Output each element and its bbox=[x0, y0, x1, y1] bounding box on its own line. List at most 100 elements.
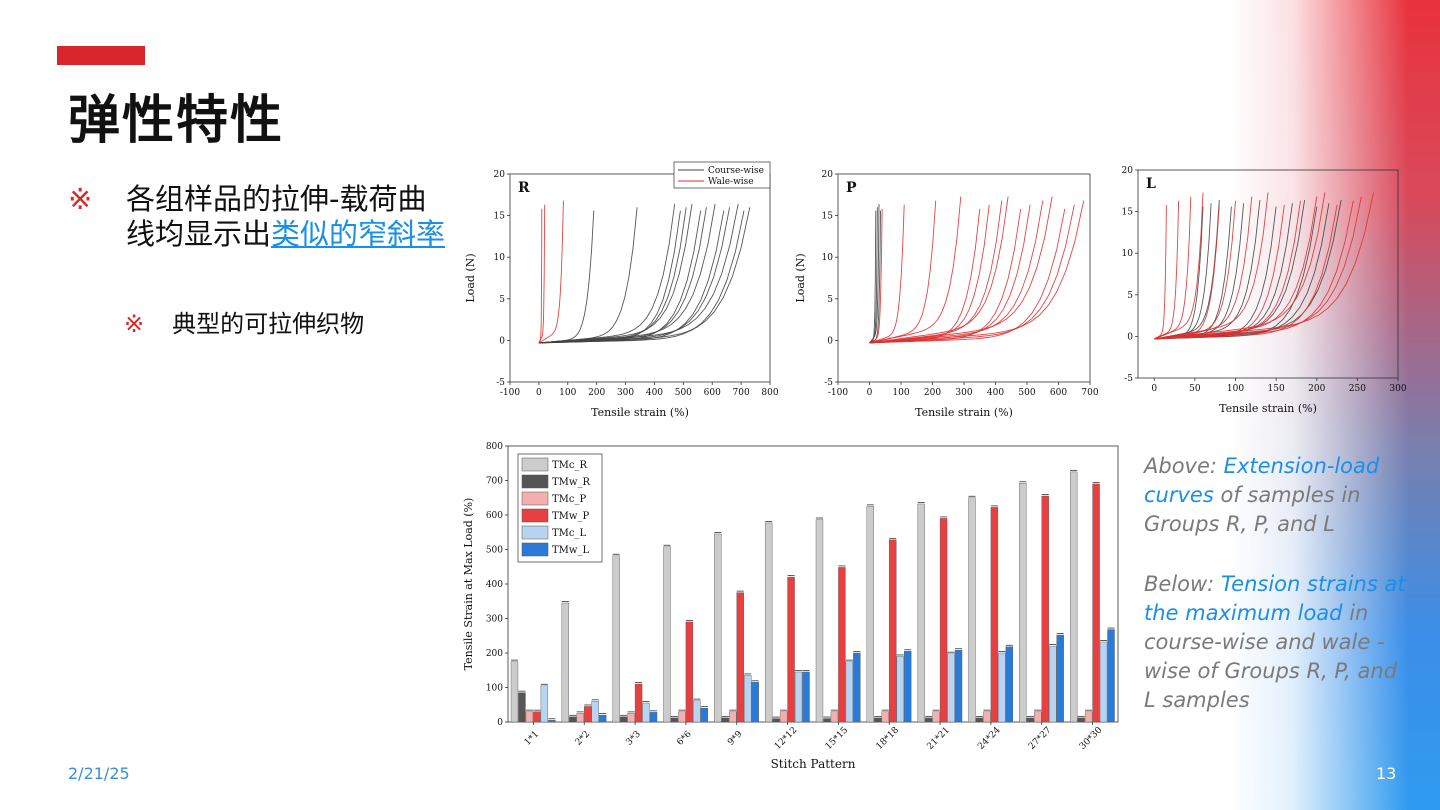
chart-panel-r: -100 0 100 200 300 400 500 600 700 800 -5 0 5 10 15 20 T… bbox=[464, 161, 779, 419]
x-tick-label: 21*21 bbox=[925, 725, 951, 751]
bar bbox=[772, 718, 780, 723]
x-tick-label: 300 bbox=[1389, 384, 1406, 394]
caption-above: Above: Extension-load curves of samples … bbox=[1144, 452, 1414, 539]
y-tick-label: 10 bbox=[822, 253, 834, 263]
x-tick-label: -100 bbox=[828, 388, 848, 398]
course-wise-curve bbox=[1154, 206, 1204, 340]
x-axis-label: Tensile strain (%) bbox=[1219, 402, 1317, 415]
bar bbox=[619, 716, 628, 723]
bar bbox=[642, 702, 650, 723]
caption-below-prefix: Below: bbox=[1144, 572, 1221, 596]
bar bbox=[591, 701, 599, 723]
x-tick-label: 24*24 bbox=[976, 725, 1003, 752]
wale-wise-curve bbox=[538, 200, 564, 344]
legend-swatch bbox=[521, 542, 549, 557]
wale-wise-curve bbox=[869, 208, 1066, 344]
course-wise-curve bbox=[869, 207, 878, 344]
bar bbox=[569, 716, 577, 723]
legend-label-course: Course-wise bbox=[708, 166, 764, 176]
x-tick-label: 12*12 bbox=[773, 725, 799, 751]
legend-box bbox=[517, 453, 603, 563]
legend-swatch bbox=[521, 474, 549, 489]
y-tick-label: 0 bbox=[497, 718, 503, 728]
bar bbox=[533, 711, 541, 723]
bar bbox=[700, 708, 709, 723]
x-tick-label: 400 bbox=[646, 388, 663, 398]
bullet-main-link[interactable]: 类似的窄斜率 bbox=[271, 217, 446, 251]
x-tick-label: 15*15 bbox=[824, 725, 851, 752]
bar bbox=[744, 675, 752, 723]
wale-wise-curve bbox=[1154, 196, 1192, 340]
x-tick-label: 600 bbox=[1050, 388, 1067, 398]
bar bbox=[1069, 471, 1078, 723]
bar bbox=[1092, 483, 1100, 723]
course-wise-curve bbox=[538, 210, 681, 344]
bar bbox=[983, 711, 991, 723]
x-axis-label: Stitch Pattern bbox=[771, 757, 856, 771]
wale-wise-curve bbox=[869, 200, 1085, 344]
bar bbox=[903, 651, 912, 723]
course-wise-curve bbox=[538, 210, 745, 344]
bar bbox=[924, 717, 933, 723]
bar bbox=[598, 714, 607, 723]
bar bbox=[670, 717, 679, 723]
y-tick-label: 5 bbox=[827, 295, 833, 305]
legend-swatch bbox=[521, 457, 549, 472]
bar bbox=[1019, 483, 1027, 723]
legend-box bbox=[673, 161, 771, 189]
course-wise-curve bbox=[538, 207, 707, 344]
bar bbox=[794, 671, 803, 723]
y-tick-label: 300 bbox=[486, 615, 503, 625]
wale-wise-curve bbox=[1154, 192, 1269, 340]
bar bbox=[1099, 641, 1108, 723]
bar bbox=[627, 713, 635, 723]
caption-below-rest: in course-wise and wale -wise of Groups … bbox=[1144, 601, 1398, 712]
bar bbox=[954, 650, 963, 723]
y-tick-label: 15 bbox=[822, 212, 834, 222]
y-axis-label: Load (N) bbox=[464, 253, 477, 302]
bar bbox=[998, 652, 1006, 723]
y-tick-label: -5 bbox=[496, 378, 505, 388]
x-axis-label: Tensile strain (%) bbox=[591, 406, 689, 419]
plot-frame bbox=[837, 173, 1091, 383]
y-axis-label: Tensile Strain at Max Load (%) bbox=[462, 498, 475, 671]
wale-wise-curve bbox=[1154, 204, 1285, 340]
y-tick-label: 100 bbox=[486, 684, 503, 694]
chart-panel-l: 0 50 100 150 200 250 300 -5 0 5 10 15 20 Tensile stra… bbox=[1122, 166, 1407, 415]
x-tick-label: 18*18 bbox=[875, 725, 902, 752]
title-accent-bar bbox=[57, 46, 145, 65]
y-tick-label: -5 bbox=[824, 378, 833, 388]
bar bbox=[1005, 646, 1014, 723]
y-tick-label: -5 bbox=[1124, 374, 1133, 384]
bullet-sub-text: 典型的可拉伸织物 bbox=[172, 310, 365, 338]
wale-wise-curve bbox=[538, 204, 546, 344]
y-tick-label: 400 bbox=[486, 580, 503, 590]
wale-wise-curve bbox=[538, 208, 543, 344]
x-tick-label: 100 bbox=[1227, 384, 1244, 394]
bar bbox=[975, 717, 984, 723]
x-tick-label: 0 bbox=[1151, 384, 1157, 394]
legend-label: TMw_P bbox=[552, 511, 589, 522]
bar bbox=[1107, 629, 1115, 723]
decorative-gradient-fade bbox=[1230, 0, 1440, 810]
legend-label-wale: Wale-wise bbox=[708, 177, 754, 187]
wale-wise-curve bbox=[869, 200, 1044, 344]
bar bbox=[947, 653, 955, 723]
bar bbox=[968, 497, 976, 723]
course-wise-curve bbox=[538, 210, 702, 344]
wale-wise-curve bbox=[1154, 192, 1204, 340]
wale-wise-curve bbox=[869, 204, 1075, 344]
x-tick-label: 200 bbox=[588, 388, 605, 398]
course-wise-curve bbox=[869, 203, 880, 344]
bar bbox=[510, 661, 519, 723]
bar bbox=[815, 519, 824, 723]
x-tick-label: 1*1 bbox=[523, 729, 541, 747]
wale-wise-curve bbox=[1154, 196, 1362, 340]
caption-below: Below: Tension strains at the maximum lo… bbox=[1144, 570, 1414, 715]
bar bbox=[853, 652, 861, 723]
wale-wise-curve bbox=[869, 196, 1053, 344]
bar bbox=[1084, 711, 1093, 723]
bullet-main-plain: 各组样品的拉伸-载荷曲线均显示出 bbox=[126, 182, 427, 251]
bar bbox=[576, 713, 584, 723]
y-tick-label: 15 bbox=[494, 212, 506, 222]
